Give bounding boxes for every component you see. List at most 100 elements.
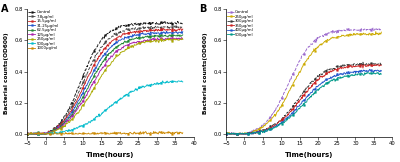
400μg/ml xyxy=(353,70,358,72)
7.8μg/ml xyxy=(154,26,158,28)
250μg/ml xyxy=(224,132,228,134)
250μg/ml xyxy=(25,133,30,135)
125μg/ml xyxy=(170,36,175,38)
300μg/ml xyxy=(224,133,228,135)
250μg/ml xyxy=(49,132,54,133)
250μg/ml xyxy=(299,69,304,71)
15.5μg/ml xyxy=(154,29,159,31)
250μg/ml xyxy=(121,50,126,52)
Control xyxy=(319,35,324,37)
15.5μg/ml xyxy=(121,33,126,35)
Line: 1000μg/ml: 1000μg/ml xyxy=(26,131,184,135)
350μg/ml xyxy=(366,63,370,65)
250μg/ml xyxy=(248,132,253,134)
Control xyxy=(180,21,185,23)
Control xyxy=(25,133,30,135)
Control xyxy=(312,39,317,41)
1000μg/ml xyxy=(154,132,159,134)
Control xyxy=(370,27,375,29)
500μg/ml xyxy=(114,101,119,103)
300μg/ml xyxy=(299,94,304,96)
Control xyxy=(224,133,228,135)
7.8μg/ml xyxy=(25,132,30,134)
Y-axis label: Bacterial counts(OD600): Bacterial counts(OD600) xyxy=(4,32,9,114)
250μg/ml xyxy=(352,33,357,35)
500μg/ml xyxy=(299,105,304,107)
300μg/ml xyxy=(320,74,325,75)
300μg/ml xyxy=(313,78,318,80)
Control xyxy=(114,27,119,29)
300μg/ml xyxy=(226,133,230,135)
300μg/ml xyxy=(353,64,358,66)
62.5μg/ml xyxy=(114,46,118,48)
7.8μg/ml xyxy=(49,130,54,132)
Control xyxy=(248,130,252,132)
31.25μg/ml xyxy=(121,38,126,40)
500μg/ml xyxy=(100,112,105,114)
250μg/ml xyxy=(154,39,159,40)
500μg/ml xyxy=(320,85,325,87)
1000μg/ml xyxy=(100,132,105,134)
Control xyxy=(298,58,303,60)
15.5μg/ml xyxy=(153,29,158,31)
62.5μg/ml xyxy=(153,35,158,37)
31.25μg/ml xyxy=(114,41,119,43)
500μg/ml xyxy=(25,133,30,135)
Control xyxy=(49,129,54,131)
31.25μg/ml xyxy=(25,133,30,135)
Line: Control: Control xyxy=(26,21,184,135)
Control xyxy=(353,29,358,31)
1000μg/ml xyxy=(151,130,156,132)
31.25μg/ml xyxy=(154,31,158,33)
300μg/ml xyxy=(352,63,357,65)
350μg/ml xyxy=(319,75,324,77)
350μg/ml xyxy=(312,81,317,83)
1000μg/ml xyxy=(25,133,30,135)
7.8μg/ml xyxy=(174,25,178,27)
300μg/ml xyxy=(248,132,253,134)
125μg/ml xyxy=(121,47,126,49)
500μg/ml xyxy=(224,132,228,134)
31.25μg/ml xyxy=(49,132,54,133)
500μg/ml xyxy=(121,95,126,97)
Line: 300μg/ml: 300μg/ml xyxy=(225,61,382,135)
7.8μg/ml xyxy=(26,133,30,135)
1000μg/ml xyxy=(121,132,126,134)
Text: A: A xyxy=(1,4,8,14)
31.25μg/ml xyxy=(180,31,185,33)
1000μg/ml xyxy=(49,133,54,135)
250μg/ml xyxy=(153,40,158,42)
350μg/ml xyxy=(298,98,303,100)
300μg/ml xyxy=(379,63,384,65)
Line: 7.8μg/ml: 7.8μg/ml xyxy=(26,25,184,135)
31.25μg/ml xyxy=(100,56,105,58)
Line: 15.5μg/ml: 15.5μg/ml xyxy=(26,28,184,135)
500μg/ml xyxy=(49,132,54,134)
400μg/ml xyxy=(312,88,317,90)
Line: 500μg/ml: 500μg/ml xyxy=(26,80,184,135)
350μg/ml xyxy=(224,133,228,135)
125μg/ml xyxy=(49,132,54,134)
15.5μg/ml xyxy=(49,130,54,132)
62.5μg/ml xyxy=(121,43,126,45)
15.5μg/ml xyxy=(25,133,30,135)
400μg/ml xyxy=(379,70,384,72)
250μg/ml xyxy=(320,43,325,45)
62.5μg/ml xyxy=(100,62,104,64)
400μg/ml xyxy=(298,103,303,105)
250μg/ml xyxy=(379,31,384,33)
300μg/ml xyxy=(360,61,365,63)
125μg/ml xyxy=(180,38,185,40)
125μg/ml xyxy=(153,39,158,41)
250μg/ml xyxy=(224,133,229,135)
7.8μg/ml xyxy=(121,30,126,32)
Control xyxy=(155,21,160,23)
7.8μg/ml xyxy=(114,33,119,35)
400μg/ml xyxy=(319,82,324,84)
Control xyxy=(100,37,105,39)
1000μg/ml xyxy=(114,132,119,134)
Control xyxy=(154,23,158,25)
Line: Control: Control xyxy=(225,27,382,135)
250μg/ml xyxy=(114,56,118,58)
7.8μg/ml xyxy=(180,26,185,28)
